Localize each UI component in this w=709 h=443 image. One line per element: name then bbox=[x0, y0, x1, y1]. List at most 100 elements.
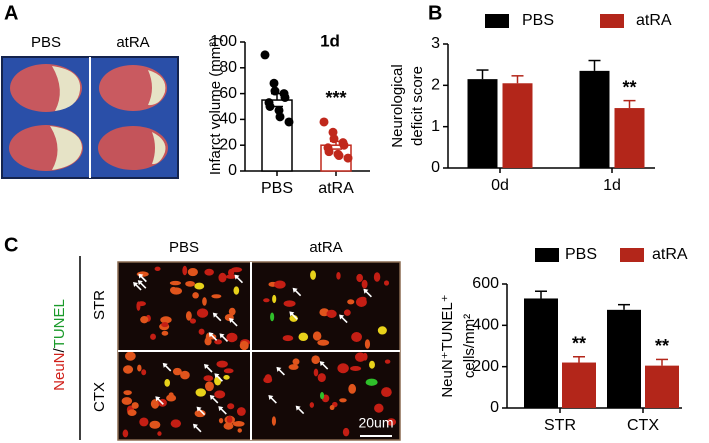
y-axis-label: Neurological bbox=[389, 64, 406, 147]
cell bbox=[356, 297, 367, 307]
arrow-head bbox=[292, 287, 298, 293]
cell bbox=[157, 431, 162, 436]
cell bbox=[150, 333, 156, 340]
legend-label: PBS bbox=[522, 12, 554, 29]
image-label: atRA bbox=[116, 34, 149, 51]
legend-label: atRA bbox=[652, 246, 688, 263]
arrow-head bbox=[162, 362, 168, 368]
y-tick-label: 100 bbox=[210, 33, 237, 50]
arrow-head bbox=[276, 366, 282, 372]
cell bbox=[317, 373, 326, 383]
cell bbox=[204, 268, 214, 276]
bar bbox=[607, 309, 641, 408]
y-tick-label: 0 bbox=[228, 162, 237, 179]
cell bbox=[298, 332, 309, 342]
cell bbox=[384, 359, 391, 364]
legend-swatch bbox=[535, 248, 559, 262]
data-point bbox=[284, 117, 294, 127]
cell bbox=[150, 399, 160, 409]
cell bbox=[354, 352, 366, 362]
cell bbox=[271, 416, 277, 426]
arrow-head bbox=[212, 312, 218, 318]
cell bbox=[270, 312, 275, 322]
chart-title: 1d bbox=[320, 31, 340, 50]
cell bbox=[226, 332, 238, 343]
cell bbox=[192, 292, 199, 299]
cell bbox=[194, 409, 206, 418]
cell bbox=[204, 381, 214, 392]
image-label: PBS bbox=[31, 34, 61, 51]
arrow-head bbox=[339, 314, 345, 320]
cell bbox=[131, 402, 139, 409]
legend-label: atRA bbox=[636, 12, 672, 29]
bar bbox=[614, 108, 645, 168]
cell bbox=[377, 326, 387, 335]
cell bbox=[337, 363, 349, 374]
cell bbox=[141, 369, 147, 376]
cell bbox=[170, 286, 177, 294]
cell bbox=[225, 274, 237, 279]
data-point bbox=[343, 153, 353, 163]
cell bbox=[326, 309, 337, 318]
cell bbox=[182, 265, 188, 276]
stain: / bbox=[51, 348, 68, 353]
arrow-head bbox=[203, 364, 209, 370]
cell bbox=[169, 280, 182, 286]
y-axis-label: NeuN⁺TUNEL⁺ bbox=[439, 294, 456, 397]
panel-label: A bbox=[4, 2, 18, 24]
significance: ** bbox=[655, 336, 669, 356]
cell bbox=[329, 405, 335, 411]
cell bbox=[121, 397, 133, 405]
cell bbox=[218, 417, 224, 424]
y-tick-label: 40 bbox=[219, 111, 237, 128]
cell bbox=[263, 298, 270, 303]
cell bbox=[350, 366, 362, 371]
x-tick-label: STR bbox=[544, 417, 576, 434]
cell bbox=[140, 315, 149, 324]
cell bbox=[312, 331, 322, 341]
cell bbox=[264, 374, 272, 383]
cell bbox=[123, 390, 132, 396]
cell bbox=[373, 272, 381, 282]
cell bbox=[228, 307, 236, 316]
x-tick-label: atRA bbox=[318, 180, 354, 197]
cell bbox=[202, 297, 207, 306]
cell bbox=[164, 378, 171, 387]
cell bbox=[374, 403, 384, 413]
legend-swatch bbox=[620, 248, 644, 262]
cell bbox=[161, 330, 169, 336]
arrow-head bbox=[229, 317, 235, 323]
y-tick-label: 2 bbox=[431, 77, 440, 94]
slice bbox=[99, 65, 167, 111]
legend-swatch bbox=[600, 14, 624, 28]
x-tick-label: 1d bbox=[603, 177, 621, 194]
panel-label: C bbox=[4, 234, 18, 256]
arrow-head bbox=[155, 396, 161, 402]
cell bbox=[214, 390, 226, 399]
cell bbox=[211, 294, 222, 299]
cell bbox=[218, 272, 227, 283]
cell bbox=[187, 267, 198, 277]
slice bbox=[98, 126, 168, 170]
cell bbox=[166, 394, 177, 402]
micrograph: 20um bbox=[117, 261, 401, 441]
cell bbox=[236, 407, 246, 416]
stain-label: NeuN/TUNEL bbox=[51, 299, 68, 391]
cell bbox=[381, 387, 392, 398]
arrow-head bbox=[214, 373, 220, 379]
cell bbox=[170, 419, 182, 428]
arrow-head bbox=[137, 280, 143, 286]
arrow-head bbox=[138, 273, 144, 279]
significance: ** bbox=[622, 77, 636, 97]
y-tick-label: 0 bbox=[431, 159, 440, 176]
row-label: STR bbox=[91, 290, 108, 320]
cell bbox=[369, 360, 375, 369]
y-tick-label: 200 bbox=[472, 358, 499, 375]
arrow-head bbox=[219, 333, 225, 339]
arrow-head bbox=[295, 405, 301, 411]
bar bbox=[645, 365, 679, 408]
cell bbox=[189, 318, 197, 324]
infarct bbox=[52, 66, 81, 111]
cell bbox=[239, 340, 249, 351]
cell bbox=[309, 402, 315, 408]
